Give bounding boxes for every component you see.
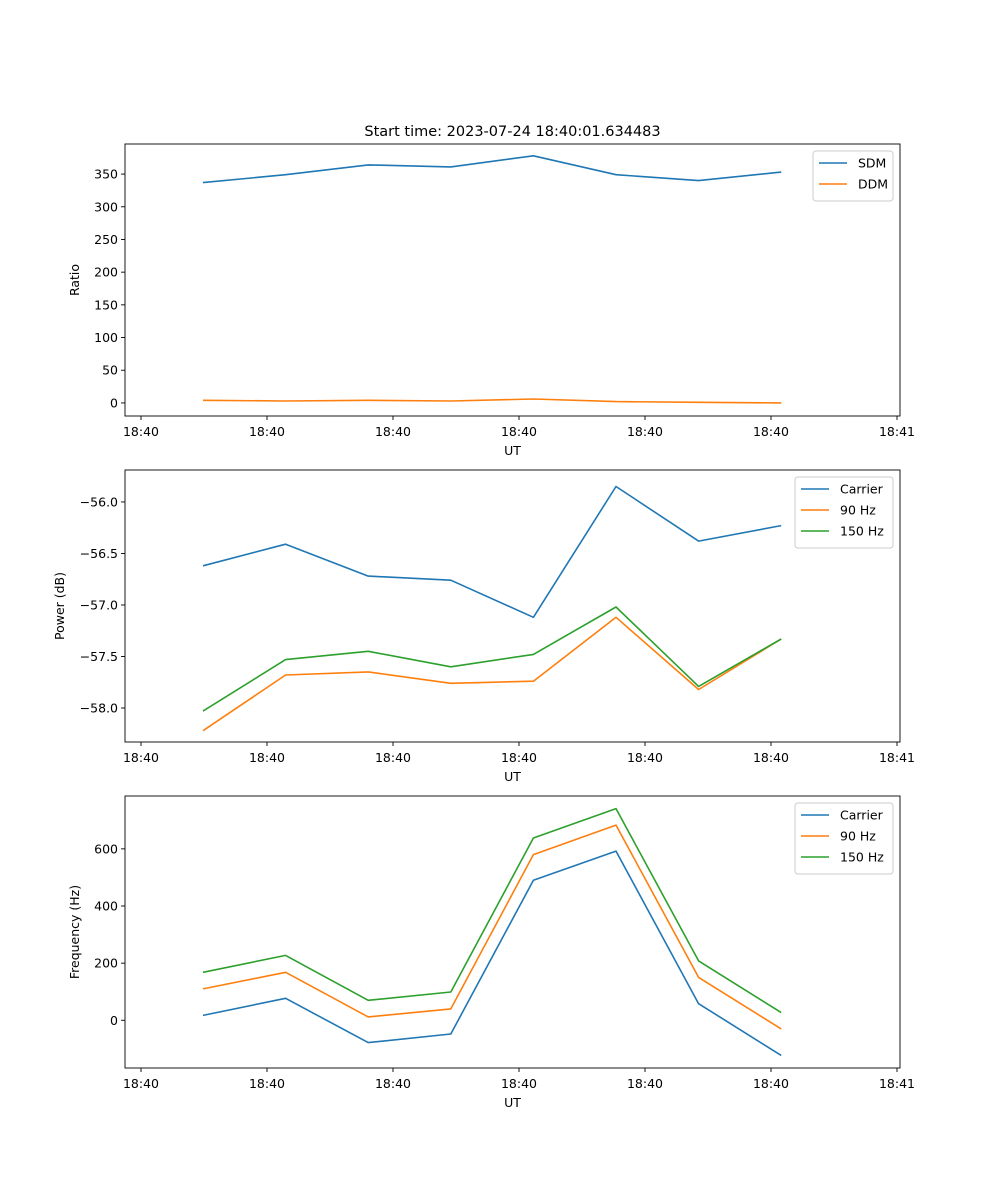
y-tick-label: 600 bbox=[94, 841, 118, 856]
x-axis-label: UT bbox=[504, 443, 521, 458]
y-tick-label: −58.0 bbox=[80, 701, 118, 716]
legend-label: 150 Hz bbox=[840, 850, 884, 865]
axes-frame bbox=[124, 143, 901, 417]
y-tick-label: −56.5 bbox=[80, 546, 118, 561]
chart-panel-3: 18:40 18:40 18:40 18:40 18:40 18:40 18:41 0 200 4… bbox=[67, 795, 915, 1110]
x-tick-label: 18:41 bbox=[879, 424, 915, 439]
axes-frame bbox=[124, 795, 901, 1069]
y-tick-label: 50 bbox=[102, 363, 118, 378]
legend: Carrier 90 Hz 150 Hz bbox=[794, 802, 894, 875]
x-tick-label: 18:40 bbox=[501, 424, 537, 439]
x-tick-label: 18:40 bbox=[627, 1076, 663, 1091]
x-axis-label: UT bbox=[504, 769, 521, 784]
y-axis-label: Ratio bbox=[67, 264, 82, 296]
legend-label: 90 Hz bbox=[840, 503, 876, 518]
legend: Carrier 90 Hz 150 Hz bbox=[794, 476, 894, 549]
y-tick-label: 100 bbox=[94, 330, 118, 345]
x-tick-label: 18:40 bbox=[501, 1076, 537, 1091]
legend-label: SDM bbox=[858, 156, 886, 171]
series-line-sdm bbox=[202, 155, 782, 184]
x-tick-label: 18:40 bbox=[627, 750, 663, 765]
series-line-carrier bbox=[202, 850, 782, 1057]
legend-label: DDM bbox=[858, 177, 888, 192]
x-tick-label: 18:40 bbox=[249, 424, 285, 439]
series-line-150-hz bbox=[202, 606, 782, 712]
legend: SDM DDM bbox=[812, 150, 894, 202]
series-line-carrier bbox=[202, 485, 782, 619]
y-axis-label: Frequency (Hz) bbox=[67, 885, 82, 979]
x-tick-label: 18:40 bbox=[753, 1076, 789, 1091]
figure-title: Start time: 2023-07-24 18:40:01.634483 bbox=[364, 124, 660, 140]
x-tick-label: 18:40 bbox=[123, 1076, 159, 1091]
y-tick-label: −56.0 bbox=[80, 494, 118, 509]
y-tick-label: 350 bbox=[94, 167, 118, 182]
series-line-ddm bbox=[202, 398, 782, 404]
x-tick-label: 18:40 bbox=[249, 1076, 285, 1091]
x-tick-label: 18:40 bbox=[501, 750, 537, 765]
x-tick-label: 18:41 bbox=[879, 750, 915, 765]
x-tick-label: 18:40 bbox=[627, 424, 663, 439]
x-tick-label: 18:40 bbox=[123, 424, 159, 439]
x-tick-label: 18:40 bbox=[753, 424, 789, 439]
y-tick-label: 150 bbox=[94, 297, 118, 312]
x-tick-label: 18:40 bbox=[249, 750, 285, 765]
y-tick-label: 0 bbox=[110, 395, 118, 410]
panels: 18:40 18:40 18:40 18:40 18:40 18:40 18:41 0 50 10… bbox=[52, 143, 915, 1110]
x-tick-label: 18:41 bbox=[879, 1076, 915, 1091]
axes-frame bbox=[124, 469, 901, 743]
y-tick-label: 250 bbox=[94, 232, 118, 247]
y-tick-label: −57.0 bbox=[80, 597, 118, 612]
y-tick-label: 200 bbox=[94, 265, 118, 280]
chart-panel-2: 18:40 18:40 18:40 18:40 18:40 18:40 18:41 −58.0… bbox=[52, 469, 915, 784]
legend-label: 150 Hz bbox=[840, 524, 884, 539]
x-tick-label: 18:40 bbox=[375, 424, 411, 439]
y-tick-label: 400 bbox=[94, 899, 118, 914]
series-line-90-hz bbox=[202, 616, 782, 732]
x-axis-label: UT bbox=[504, 1095, 521, 1110]
x-tick-label: 18:40 bbox=[123, 750, 159, 765]
series-line-90-hz bbox=[202, 824, 782, 1030]
chart-panel-1: 18:40 18:40 18:40 18:40 18:40 18:40 18:41 0 50 10… bbox=[67, 143, 915, 458]
x-tick-label: 18:40 bbox=[753, 750, 789, 765]
series-line-150-hz bbox=[202, 807, 782, 1014]
x-tick-label: 18:40 bbox=[375, 750, 411, 765]
y-tick-label: −57.5 bbox=[80, 649, 118, 664]
y-axis-label: Power (dB) bbox=[52, 572, 67, 640]
legend-label: Carrier bbox=[840, 808, 884, 823]
legend-label: 90 Hz bbox=[840, 829, 876, 844]
y-tick-label: 0 bbox=[110, 1013, 118, 1028]
y-tick-label: 200 bbox=[94, 956, 118, 971]
legend-label: Carrier bbox=[840, 482, 884, 497]
x-tick-label: 18:40 bbox=[375, 1076, 411, 1091]
y-tick-label: 300 bbox=[94, 199, 118, 214]
